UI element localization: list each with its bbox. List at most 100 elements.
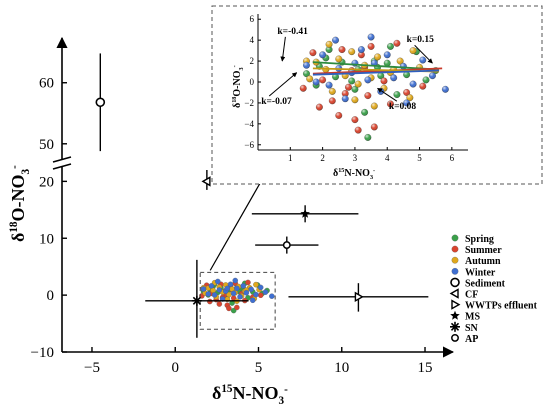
source-ms-marker <box>300 208 310 218</box>
trend-line <box>312 69 439 76</box>
inset-point-shade <box>409 47 417 54</box>
trend-annotation: k=0.15 <box>407 35 435 45</box>
inset-x-tick-label: 4 <box>385 153 390 163</box>
data-point-winter <box>230 290 237 297</box>
inset-point-shade <box>371 123 378 131</box>
y-tick-label: 50 <box>39 137 54 153</box>
data-point-winter <box>232 277 239 284</box>
legend-label-autumn: Autumn <box>465 256 501 267</box>
inset-point-shade <box>390 74 397 82</box>
data-point-winter <box>257 284 264 291</box>
legend-label-ap: AP <box>465 334 478 345</box>
inset-point-shade <box>371 102 378 110</box>
trend-annotation-arrow <box>280 36 286 62</box>
inset-point-shade <box>354 80 362 88</box>
y-tick-label: 60 <box>39 76 54 92</box>
data-point-winter <box>237 294 243 300</box>
inset-point-shade <box>383 59 391 67</box>
inset-point-shade <box>387 100 394 108</box>
data-point-winter <box>205 291 211 297</box>
legend-label-sediment: Sediment <box>465 278 506 289</box>
inset-point-shade <box>422 76 430 84</box>
inset-x-tick-label: 2 <box>320 153 325 163</box>
trend-annotation: k=0.08 <box>389 102 417 112</box>
data-point-winter <box>224 285 231 292</box>
inset-y-axis-title: δ18O-NO3- <box>231 65 245 108</box>
inset-point-shade <box>403 89 410 96</box>
y-tick-label: 10 <box>39 231 54 247</box>
inset-point-shade <box>332 36 339 44</box>
inset-point-shade <box>345 83 352 91</box>
trend-annotation: k=-0.41 <box>277 27 308 37</box>
inset-point-shade <box>400 63 407 70</box>
source-sn-marker <box>191 295 202 306</box>
data-point-summer <box>234 304 240 311</box>
inset-point-shade <box>303 70 310 77</box>
inset-y-tick-label: −6 <box>244 140 254 150</box>
inset-point-shade <box>367 43 375 50</box>
inset-point-shade <box>351 116 359 123</box>
inset-point-shade <box>312 78 320 86</box>
inset-point-shade <box>393 91 401 98</box>
legend-label-sn: SN <box>465 323 479 334</box>
inset-point-shade <box>361 109 368 116</box>
data-point-winter <box>253 291 259 298</box>
inset-point-shade <box>319 76 326 84</box>
inset-point-shade <box>303 61 310 69</box>
inset-point-shade <box>364 76 372 84</box>
inset-point-shade <box>351 96 359 104</box>
inset-point-shade <box>309 49 317 57</box>
legend-marker-wwtps-effluent <box>451 299 461 310</box>
inset-point-shade <box>325 46 333 53</box>
trend-line <box>312 67 443 75</box>
inset-point-shade <box>329 88 336 95</box>
source-ap-marker <box>282 241 291 250</box>
inset-point-shade <box>367 33 375 41</box>
inset-point-shade <box>319 51 326 59</box>
y-axis-title: δ18O-NO3- <box>8 165 32 242</box>
inset-y-tick-label: 2 <box>250 56 255 66</box>
zoom-arrow <box>209 177 264 271</box>
main-season-points <box>199 277 275 314</box>
inset-point-shade <box>306 75 313 83</box>
data-point-winter <box>248 286 254 293</box>
trend-annotation-arrow <box>377 87 398 102</box>
data-point-summer <box>245 279 251 286</box>
source-markers <box>95 53 429 338</box>
data-point-autumn <box>253 281 259 288</box>
inset-x-axis-title: δ15N-NO3- <box>333 167 375 181</box>
inset-y-tick-label: 6 <box>250 14 255 24</box>
legend-label-winter: Winter <box>465 267 496 278</box>
inset-point-shade <box>329 97 336 105</box>
inset-point-shade <box>419 82 427 90</box>
inset-point-shade <box>403 71 410 78</box>
inset-point-shade <box>380 77 388 85</box>
inset-point-shade <box>299 84 307 92</box>
data-point-winter <box>215 278 221 285</box>
source-wwtps-effluent-marker <box>354 291 364 303</box>
x-axis-title: δ15N-NO3- <box>212 383 288 407</box>
inset-point-shade <box>354 126 362 134</box>
asterisk-stroke <box>450 322 460 331</box>
asterisk-stroke <box>192 296 201 305</box>
inset-point-shade <box>348 48 355 55</box>
inset-point-shade <box>396 57 404 65</box>
source-sediment-marker <box>95 97 106 108</box>
legend: SpringSummerAutumnWinterSedimentCFWWTPs … <box>449 234 538 345</box>
data-point-winter <box>269 293 275 299</box>
x-tick-label: −5 <box>84 360 100 376</box>
legend-marker-sediment <box>450 277 460 288</box>
inset-point-shade <box>406 94 414 101</box>
inset-point-shade <box>377 72 385 80</box>
legend-swatch-winter <box>451 267 459 275</box>
inset-point-shade <box>358 46 365 53</box>
axis-break-gap <box>54 159 70 167</box>
inset-point-shade <box>403 99 410 107</box>
x-tick-label: 15 <box>418 360 433 376</box>
inset-point-shade <box>351 86 359 93</box>
inset-point-shade <box>332 73 339 81</box>
data-point-winter <box>262 289 269 295</box>
x-tick-label: 10 <box>334 360 349 376</box>
inset-point-shade <box>348 77 355 85</box>
data-point-winter <box>234 285 240 292</box>
